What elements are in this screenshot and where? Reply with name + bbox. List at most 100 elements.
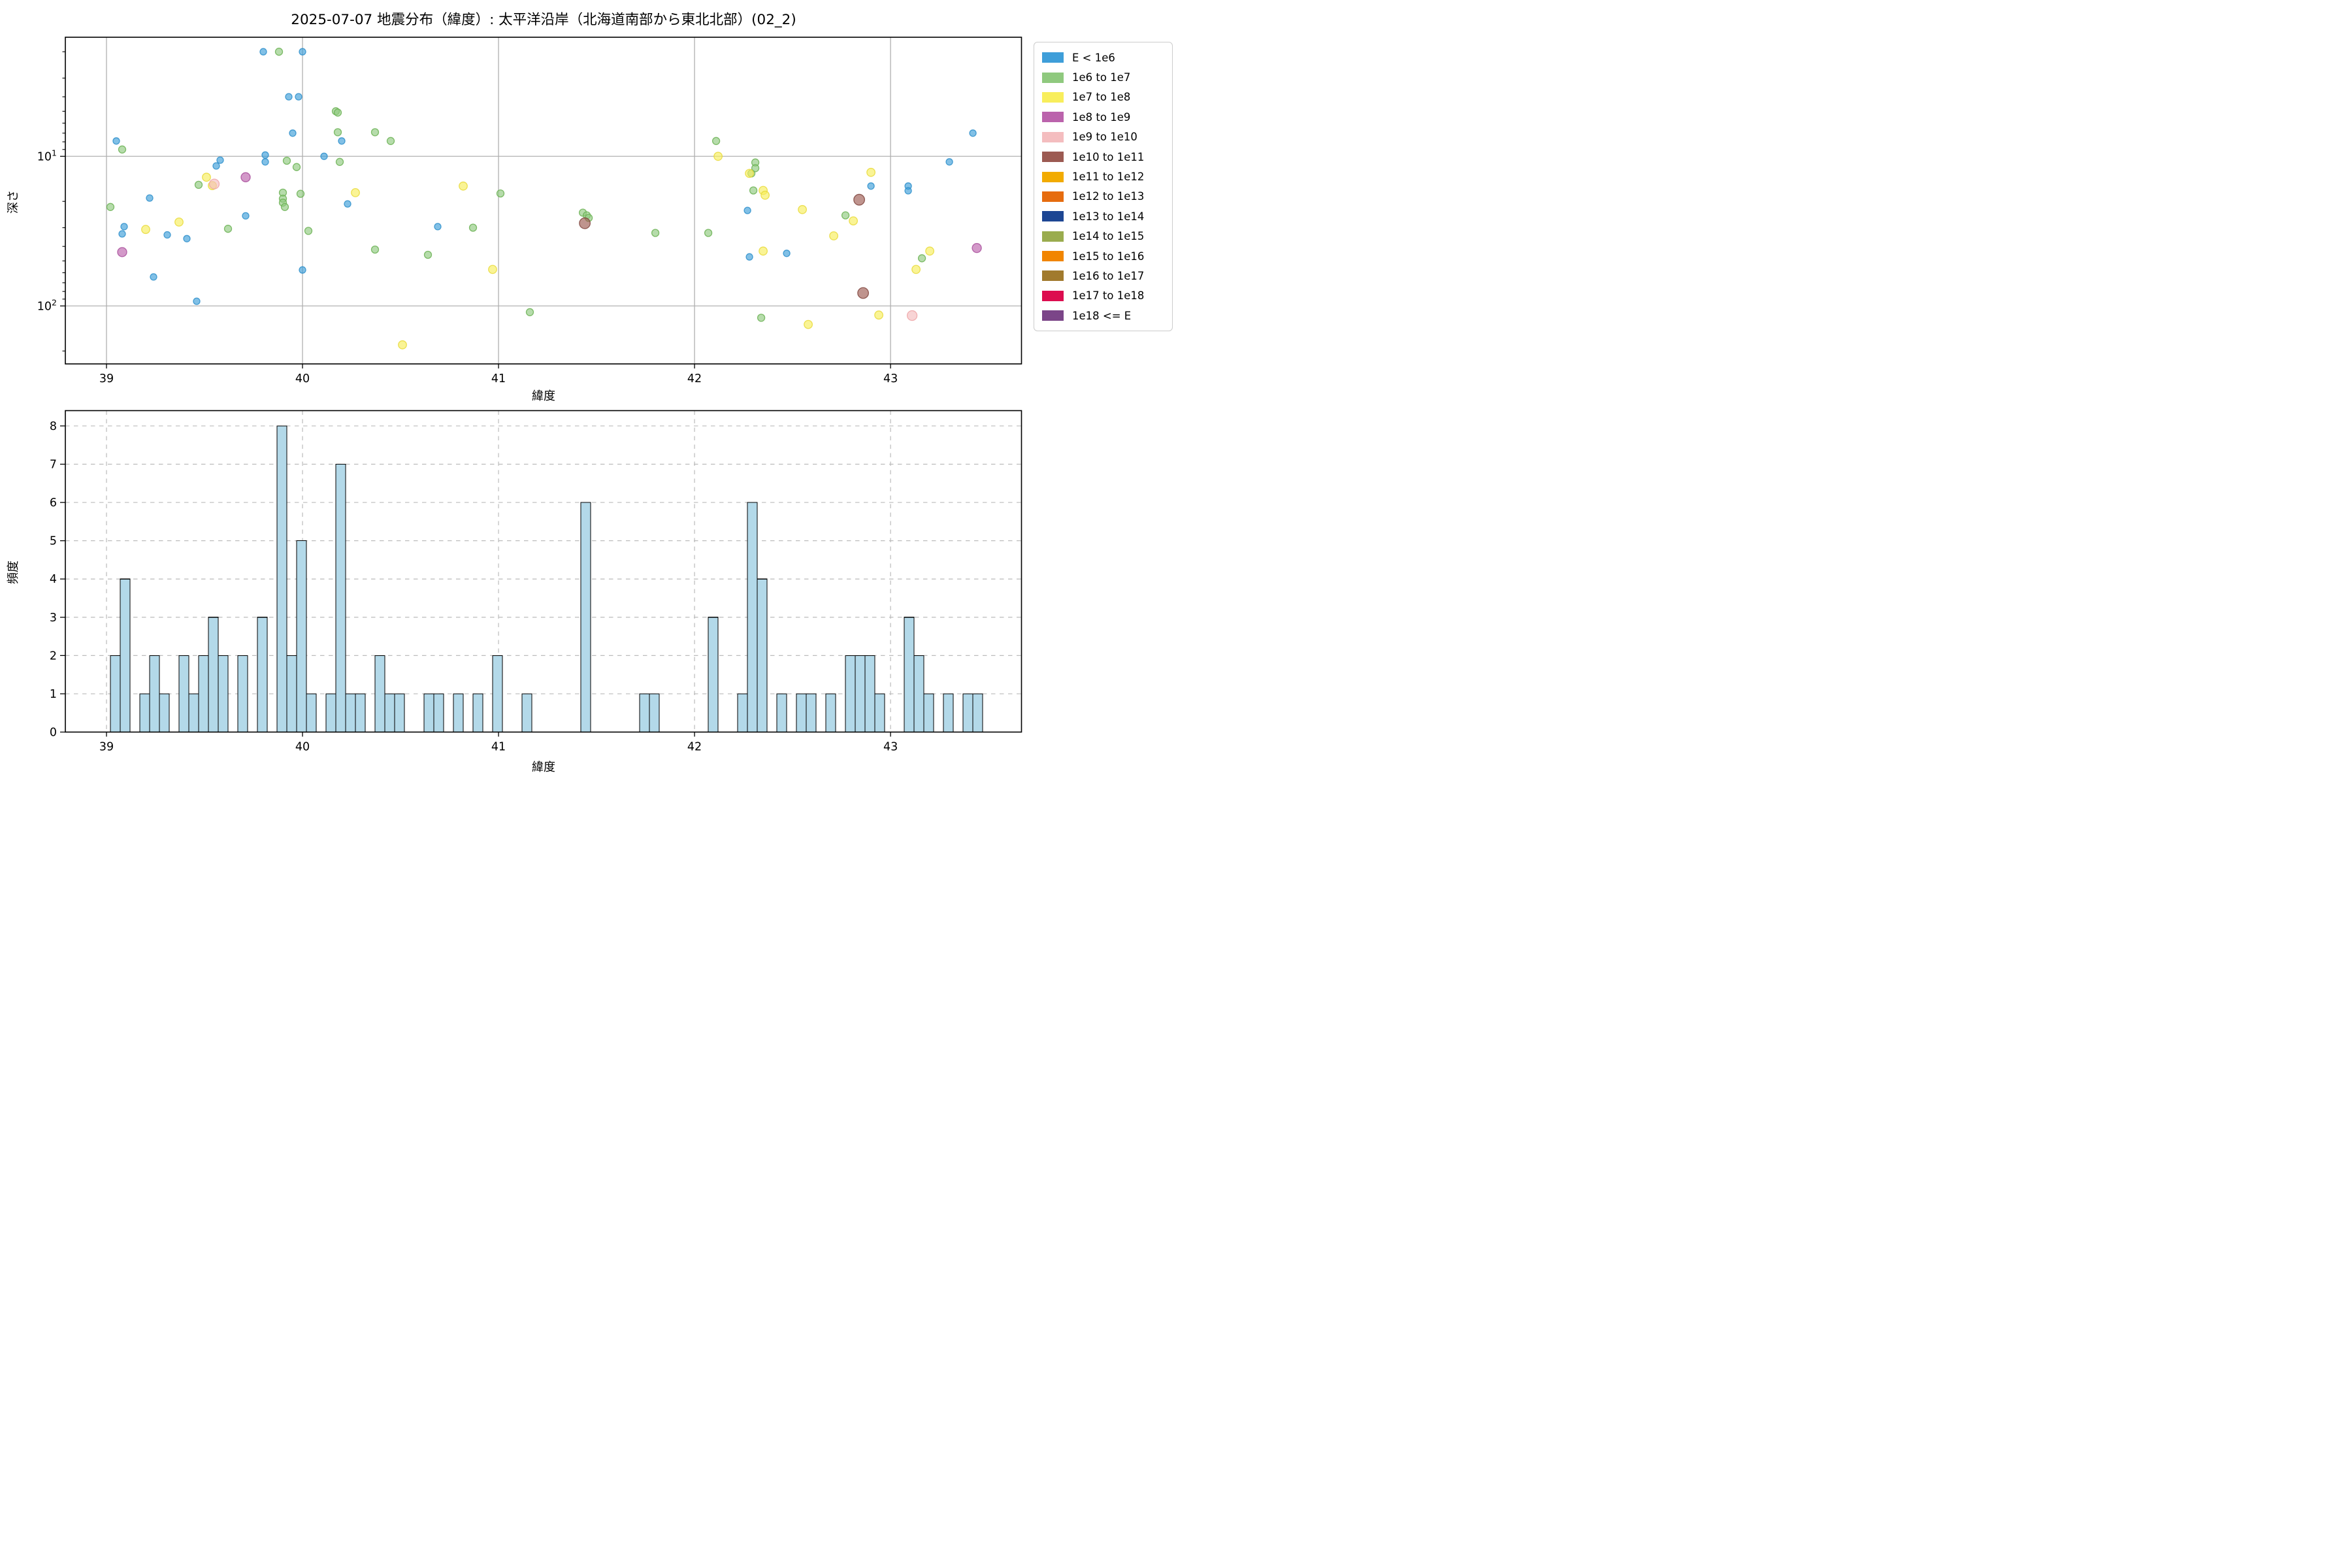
scatter-point — [829, 231, 838, 240]
scatter-point — [651, 229, 660, 237]
legend-item: 1e9 to 1e10 — [1042, 127, 1164, 147]
scatter-point — [118, 145, 127, 154]
legend-label: 1e17 to 1e18 — [1072, 289, 1145, 302]
scatter-point — [849, 216, 858, 226]
scatter-point — [299, 266, 306, 274]
scatter-point — [304, 227, 313, 235]
histogram-bar — [453, 693, 464, 733]
histogram-y-tick-label: 4 — [50, 573, 57, 586]
legend: E < 1e6 1e6 to 1e7 1e7 to 1e8 1e8 to 1e9 1e9… — [1034, 42, 1173, 332]
histogram-bar — [776, 693, 787, 733]
scatter-point — [344, 200, 351, 208]
histogram-y-tick-label: 3 — [50, 612, 57, 625]
histogram-bar — [806, 693, 817, 733]
scatter-point — [751, 164, 760, 172]
scatter-point — [285, 93, 293, 101]
legend-item: 1e17 to 1e18 — [1042, 286, 1164, 306]
scatter-point — [202, 172, 211, 182]
scatter-point — [295, 93, 302, 101]
scatter-point — [292, 163, 301, 171]
legend-item: 1e12 to 1e13 — [1042, 187, 1164, 206]
legend-swatch-icon — [1042, 251, 1064, 262]
scatter-point — [117, 247, 127, 257]
histogram-x-tick-label: 41 — [491, 741, 506, 754]
scatter-point — [525, 308, 534, 316]
scatter-point — [423, 250, 433, 259]
legend-swatch-icon — [1042, 191, 1064, 202]
legend-item: 1e6 to 1e7 — [1042, 67, 1164, 87]
histogram-x-tick-label: 43 — [883, 741, 898, 754]
scatter-point — [261, 158, 269, 166]
legend-item: 1e18 <= E — [1042, 306, 1164, 325]
histogram-bar — [198, 655, 209, 733]
legend-item: 1e13 to 1e14 — [1042, 206, 1164, 226]
scatter-point — [911, 265, 921, 274]
legend-label: 1e11 to 1e12 — [1072, 171, 1145, 184]
histogram-bar — [345, 693, 356, 733]
histogram-bar — [394, 693, 405, 733]
histogram-bar — [384, 693, 395, 733]
scatter-point — [488, 265, 497, 274]
histogram-bar — [374, 655, 385, 733]
histogram-bar — [208, 617, 219, 733]
scatter-point — [163, 231, 171, 239]
scatter-point — [174, 217, 184, 227]
histogram-bar — [962, 693, 973, 733]
scatter-point — [351, 188, 360, 197]
scatter-point — [468, 223, 478, 232]
legend-swatch-icon — [1042, 112, 1064, 123]
legend-label: 1e9 to 1e10 — [1072, 131, 1137, 144]
scatter-point — [867, 182, 875, 190]
scatter-point — [194, 180, 203, 189]
histogram-bar — [492, 655, 503, 733]
scatter-point — [386, 137, 395, 145]
scatter-point — [333, 128, 342, 137]
scatter-point — [120, 223, 128, 231]
scatter-points — [106, 48, 982, 350]
histogram-bar — [855, 655, 866, 733]
figure: 2025-07-07 地震分布（緯度）: 太平洋沿岸（北海道南部から東北北部）(… — [0, 0, 1176, 784]
scatter-point — [146, 194, 154, 202]
histogram-bar — [120, 578, 131, 733]
scatter-point — [282, 156, 291, 165]
scatter-point — [193, 297, 201, 305]
scatter-y-axis-label: 深さ — [7, 190, 20, 214]
legend-item: E < 1e6 — [1042, 48, 1164, 67]
histogram-bar — [943, 693, 954, 733]
scatter-point — [183, 235, 191, 242]
page-title: 2025-07-07 地震分布（緯度）: 太平洋沿岸（北海道南部から東北北部）(… — [291, 12, 796, 28]
scatter-point — [112, 137, 120, 145]
scatter-point — [925, 246, 934, 256]
histogram-bar — [737, 693, 748, 733]
scatter-point — [150, 273, 157, 281]
histogram-bar — [825, 693, 836, 733]
legend-item: 1e15 to 1e16 — [1042, 246, 1164, 266]
legend-label: E < 1e6 — [1072, 51, 1115, 64]
scatter-point — [874, 310, 883, 320]
histogram-y-tick-label: 7 — [50, 459, 57, 472]
histogram-bar — [472, 693, 483, 733]
histogram-x-tick-label: 39 — [99, 741, 114, 754]
histogram-x-axis-label: 緯度 — [532, 760, 555, 774]
scatter-point — [783, 250, 791, 257]
histogram-bar — [747, 502, 758, 733]
scatter-point — [106, 203, 115, 211]
scatter-point — [969, 129, 977, 137]
legend-item: 1e14 to 1e15 — [1042, 227, 1164, 246]
charts-canvas: 39 40 41 42 43 101 102 39 40 41 42 43 0 1 2 3 4 5 6 7 8 — [37, 37, 1022, 754]
scatter-point — [945, 158, 953, 166]
histogram-ticks: 39 40 41 42 43 0 1 2 3 4 5 6 7 8 — [50, 420, 898, 754]
scatter-point — [857, 287, 869, 299]
scatter-point — [745, 253, 753, 261]
scatter-point — [333, 108, 342, 117]
histogram-bar — [257, 617, 268, 733]
histogram-bar — [306, 693, 317, 733]
scatter-point — [208, 178, 220, 189]
histogram-bar — [423, 693, 434, 733]
legend-label: 1e18 <= E — [1072, 309, 1132, 322]
scatter-point — [289, 129, 297, 137]
histogram-bar — [864, 655, 875, 733]
scatter-point — [713, 152, 723, 161]
legend-label: 1e10 to 1e11 — [1072, 150, 1145, 163]
scatter-point — [223, 225, 233, 233]
